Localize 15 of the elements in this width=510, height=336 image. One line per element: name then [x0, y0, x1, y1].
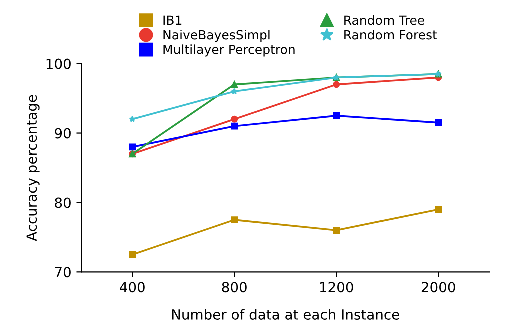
x-tick-label: 2000	[422, 282, 456, 293]
y-tick-label: 100	[46, 58, 71, 70]
y-tick-label: 70	[55, 267, 71, 278]
x-tick-label: 1200	[320, 282, 354, 293]
legend-label: Random Forest	[344, 30, 438, 40]
legend-label: NaiveBayesSimpl	[164, 30, 270, 42]
legend-label: Multilayer Perceptron	[164, 44, 295, 57]
x-axis-title: Number of data at each Instance	[172, 309, 400, 320]
x-tick-label: 800	[222, 282, 247, 293]
legend-label: IB1	[164, 16, 182, 25]
y-axis-title: Accuracy percentage	[26, 95, 40, 242]
y-tick-label: 90	[55, 128, 71, 139]
y-tick-label: 80	[55, 198, 71, 208]
x-tick-label: 400	[120, 282, 145, 293]
legend-label: Random Tree	[344, 15, 424, 26]
